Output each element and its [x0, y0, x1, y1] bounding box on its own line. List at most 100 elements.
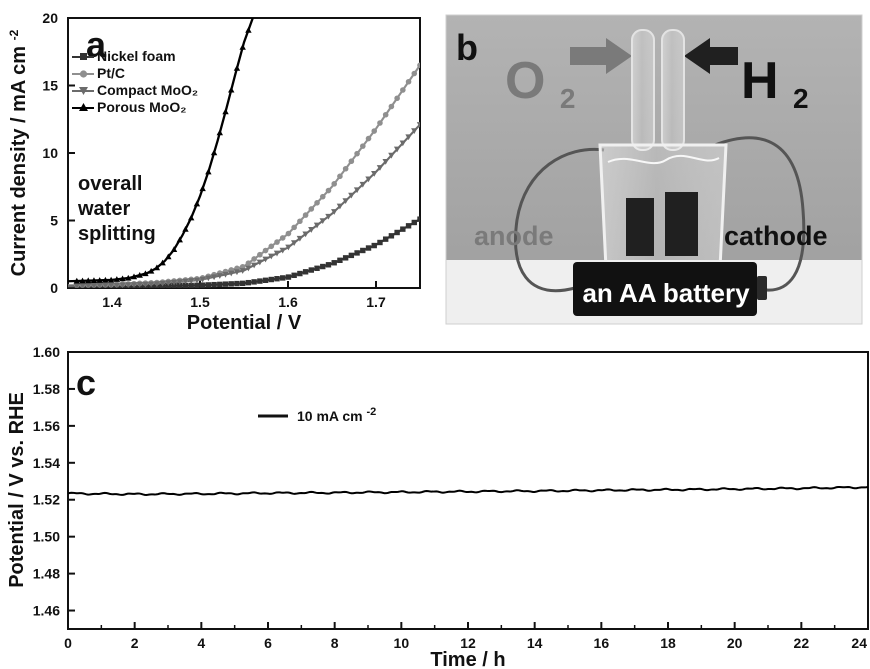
panel-c-y-tick-label-1-48: 1.48 — [33, 566, 60, 582]
panel-a-point-compact-moo-4 — [96, 282, 103, 288]
legend-item-pt-c: Pt/C — [72, 65, 125, 81]
panel-a-point-porous-moo-2 — [85, 277, 92, 284]
panel-a-point-compact-moo-40 — [302, 231, 309, 238]
panel-a-point-compact-moo-38 — [290, 240, 298, 246]
panel-a-point-compact-moo-56 — [393, 146, 401, 153]
panel-b-h2-arrow — [684, 38, 738, 74]
panel-a-point-compact-moo-31 — [250, 262, 258, 269]
panel-a-point-pt-c-52 — [371, 128, 378, 134]
panel-a-x-tick-label-1-5: 1.5 — [190, 294, 210, 310]
panel-a-point-compact-moo-49 — [353, 187, 361, 194]
panel-c-y-tick-label-1-60: 1.60 — [33, 344, 60, 360]
panel-a-point-nickel-foam-52 — [371, 242, 377, 249]
panel-a-x-axis-title: Potential / V — [187, 312, 302, 334]
panel-a-point-nickel-foam-38 — [291, 272, 297, 279]
panel-a-point-nickel-foam-23 — [205, 282, 212, 288]
panel-a-point-compact-moo-11 — [136, 281, 143, 288]
panel-a-point-compact-moo-27 — [228, 270, 235, 277]
panel-a-point-pt-c-42 — [314, 200, 320, 206]
panel-a-point-porous-moo-16 — [165, 253, 172, 260]
panel-b-anode-electrode — [626, 198, 654, 256]
panel-a-plot-frame — [67, 17, 421, 289]
panel-a-point-compact-moo-52 — [371, 171, 378, 177]
panel-a-point-compact-moo-59 — [411, 128, 418, 134]
panel-a-point-compact-moo-24 — [210, 274, 218, 281]
panel-c-plot-frame — [67, 351, 869, 630]
panel-a-point-pt-c-51 — [365, 135, 372, 142]
panel-a-point-nickel-foam-50 — [360, 247, 366, 254]
panel-a-point-nickel-foam-41 — [308, 267, 315, 273]
panel-a-point-pt-c-31 — [251, 256, 257, 262]
panel-c-y-tick-label-1-54: 1.54 — [33, 455, 60, 471]
panel-c-legend-label: 10 mA cm -2 — [297, 406, 376, 424]
panel-a-point-compact-moo-22 — [199, 276, 206, 283]
panel-a-point-compact-moo-45 — [331, 209, 338, 215]
panel-a-point-porous-moo-8 — [119, 275, 126, 282]
panel-a-point-nickel-foam-22 — [199, 282, 206, 288]
panel-a-point-porous-moo-23 — [205, 168, 212, 175]
panel-a-note: overall water splitting — [77, 173, 156, 245]
panel-b-right-tube — [661, 29, 685, 151]
panel-a-point-pt-c-37 — [285, 230, 292, 237]
panel-b-wire-left — [514, 147, 605, 293]
panel-b: b O 2 H 2 anode cathode an AA battery — [445, 14, 863, 325]
panel-a-point-pt-c-58 — [405, 78, 412, 85]
panel-a-point-pt-c-59 — [411, 70, 418, 77]
panel-a-point-nickel-foam-39 — [297, 270, 303, 277]
panel-a-point-compact-moo-55 — [388, 152, 395, 159]
panel-a-point-pt-c-55 — [388, 103, 395, 110]
panel-a-legend: Nickel foam Pt/C Compact MoO₂ Porous MoO… — [72, 48, 198, 115]
panel-c-legend: 10 mA cm -2 — [258, 406, 376, 424]
panel-a-point-nickel-foam-57 — [400, 226, 406, 232]
legend-marker-compact-moo2 — [79, 87, 88, 95]
panel-a-point-nickel-foam-58 — [405, 223, 412, 229]
panel-a-point-nickel-foam-21 — [194, 282, 200, 288]
panel-a-point-pt-c-47 — [342, 165, 349, 172]
panel-a-point-porous-moo-17 — [170, 246, 178, 253]
panel-a-point-nickel-foam-29 — [239, 280, 246, 287]
panel-a-point-compact-moo-29 — [239, 268, 246, 274]
panel-c-letter: c — [76, 362, 96, 403]
panel-a-point-porous-moo-7 — [113, 276, 121, 282]
panel-a-point-porous-moo-24 — [210, 149, 218, 156]
panel-a-point-pt-c-36 — [279, 235, 286, 241]
panel-a-point-nickel-foam-19 — [182, 282, 189, 288]
panel-b-battery — [573, 262, 757, 316]
panel-c-x-tick-label-0: 0 — [64, 635, 72, 651]
panel-c-y-tick-label-1-56: 1.56 — [33, 418, 60, 434]
panel-a-point-pt-c-48 — [348, 158, 355, 165]
panel-a-point-compact-moo-21 — [193, 277, 201, 284]
panel-a-y-tick-label-5: 5 — [50, 213, 58, 229]
panel-a-x-tick-label-1-4: 1.4 — [102, 294, 122, 310]
panel-a-point-pt-c-38 — [291, 224, 297, 231]
panel-a-point-nickel-foam-54 — [382, 236, 389, 242]
panel-c-x-tick-label-24: 24 — [851, 635, 867, 651]
panel-a-point-compact-moo-48 — [348, 192, 355, 199]
panel-a-point-porous-moo-19 — [182, 226, 189, 232]
legend-marker-pt-c — [79, 70, 88, 78]
panel-a-point-pt-c-54 — [382, 111, 389, 118]
panel-a-point-compact-moo-53 — [376, 165, 384, 171]
panel-a-point-nickel-foam-37 — [285, 274, 292, 280]
panel-b-o2-main: O — [505, 52, 545, 110]
panel-a-point-pt-c-35 — [274, 239, 280, 245]
panel-a-point-nickel-foam-31 — [251, 279, 257, 285]
panel-a-point-pt-c-39 — [297, 218, 303, 225]
panel-a-point-nickel-foam-18 — [177, 282, 183, 288]
panel-c-y-tick-label-1-46: 1.46 — [33, 603, 60, 619]
panel-a-point-nickel-foam-33 — [262, 277, 269, 283]
panel-c-x-tick-label-22: 22 — [794, 635, 810, 651]
panel-b-apparatus — [514, 29, 806, 316]
panel-a-point-porous-moo-22 — [199, 185, 206, 192]
panel-a-point-compact-moo-44 — [325, 213, 332, 220]
panel-a-point-nickel-foam-28 — [234, 280, 240, 287]
panel-a-point-nickel-foam-34 — [268, 276, 274, 283]
panel-b-left-tube — [631, 29, 655, 151]
panel-a-point-nickel-foam-55 — [388, 233, 395, 239]
panel-a-point-porous-moo-5 — [102, 276, 109, 283]
panel-c-tick-labels: 0 2 4 6 8 10 12 14 16 18 20 22 241.461.481.501.521.5… — [33, 344, 867, 651]
panel-a-note-line-3: splitting — [78, 223, 156, 245]
panel-c-x-tick-label-4: 4 — [197, 635, 205, 651]
panel-a-point-pt-c-43 — [319, 193, 326, 200]
